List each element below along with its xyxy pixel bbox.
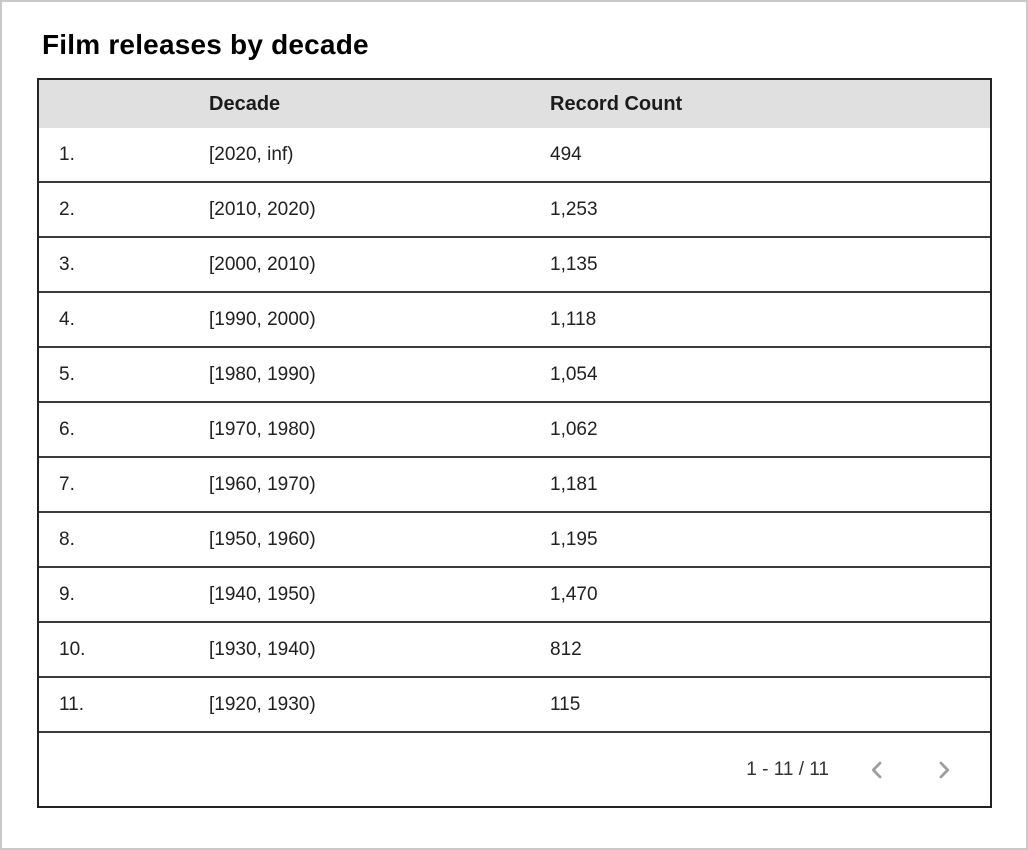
row-number-cell: 10. <box>59 638 86 660</box>
row-number-cell: 8. <box>59 528 75 550</box>
decade-cell: [1970, 1980) <box>209 418 316 440</box>
decade-cell: [1930, 1940) <box>209 638 316 660</box>
table-header-row: Decade Record Count <box>39 80 990 128</box>
decade-cell: [1990, 2000) <box>209 308 316 330</box>
row-number-cell: 5. <box>59 363 75 385</box>
decade-cell: [2010, 2020) <box>209 198 316 220</box>
pagination-next-button[interactable] <box>922 748 966 792</box>
record-count-cell: 494 <box>550 143 582 165</box>
decade-cell: [1950, 1960) <box>209 528 316 550</box>
page-title: Film releases by decade <box>42 29 369 60</box>
table-row[interactable]: 5. [1980, 1990) 1,054 <box>39 348 990 403</box>
decade-cell: [2020, inf) <box>209 143 294 165</box>
row-number-cell: 9. <box>59 583 75 605</box>
table-body: 1. [2020, inf) 494 2. [2010, 2020) 1,253… <box>39 128 990 733</box>
table-row[interactable]: 4. [1990, 2000) 1,118 <box>39 293 990 348</box>
film-releases-table: Decade Record Count 1. [2020, inf) 494 2… <box>37 78 992 808</box>
row-number-cell: 4. <box>59 308 75 330</box>
record-count-cell: 1,062 <box>550 418 598 440</box>
row-number-cell: 3. <box>59 253 75 275</box>
pagination-range-label: 1 - 11 / 11 <box>746 758 829 780</box>
pagination-prev-button[interactable] <box>855 748 899 792</box>
row-number-cell: 6. <box>59 418 75 440</box>
table-row[interactable]: 11. [1920, 1930) 115 <box>39 678 990 733</box>
row-number-cell: 7. <box>59 473 75 495</box>
record-count-cell: 812 <box>550 638 582 660</box>
chevron-left-icon <box>864 757 890 783</box>
table-footer: 1 - 11 / 11 <box>39 733 990 806</box>
table-row[interactable]: 6. [1970, 1980) 1,062 <box>39 403 990 458</box>
record-count-cell: 1,118 <box>550 308 597 330</box>
header-cell-record-count[interactable]: Record Count <box>550 92 683 115</box>
table-row[interactable]: 1. [2020, inf) 494 <box>39 128 990 183</box>
table-row[interactable]: 9. [1940, 1950) 1,470 <box>39 568 990 623</box>
decade-cell: [1940, 1950) <box>209 583 316 605</box>
record-count-cell: 1,054 <box>550 363 598 385</box>
record-count-cell: 1,470 <box>550 583 598 605</box>
record-count-cell: 1,135 <box>550 253 598 275</box>
table-row[interactable]: 2. [2010, 2020) 1,253 <box>39 183 990 238</box>
decade-cell: [1960, 1970) <box>209 473 316 495</box>
row-number-cell: 11. <box>59 693 85 715</box>
record-count-cell: 115 <box>550 693 581 715</box>
decade-cell: [1920, 1930) <box>209 693 316 715</box>
row-number-cell: 1. <box>59 143 75 165</box>
table-row[interactable]: 3. [2000, 2010) 1,135 <box>39 238 990 293</box>
header-cell-decade[interactable]: Decade <box>209 92 281 115</box>
decade-cell: [2000, 2010) <box>209 253 316 275</box>
row-number-cell: 2. <box>59 198 75 220</box>
record-count-cell: 1,195 <box>550 528 598 550</box>
record-count-cell: 1,253 <box>550 198 598 220</box>
table-row[interactable]: 10. [1930, 1940) 812 <box>39 623 990 678</box>
table-row[interactable]: 7. [1960, 1970) 1,181 <box>39 458 990 513</box>
table-row[interactable]: 8. [1950, 1960) 1,195 <box>39 513 990 568</box>
chevron-right-icon <box>931 757 957 783</box>
decade-cell: [1980, 1990) <box>209 363 316 385</box>
record-count-cell: 1,181 <box>550 473 598 495</box>
